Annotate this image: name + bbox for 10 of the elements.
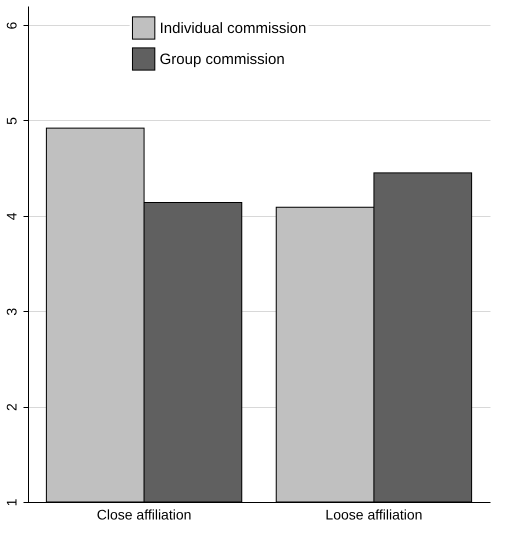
y-tick-label: 2 [4,403,20,412]
y-tick-label: 6 [4,21,20,30]
y-tick-label: 3 [4,308,20,316]
legend-label: Individual commission [160,20,306,37]
legend-label: Group commission [160,51,285,68]
y-tick-label: 4 [4,212,20,220]
y-tick-label: 5 [4,116,20,125]
x-tick-label: Close affiliation [96,506,192,522]
x-tick-label: Loose affiliation [325,506,422,522]
y-tick-label: 1 [4,498,20,506]
